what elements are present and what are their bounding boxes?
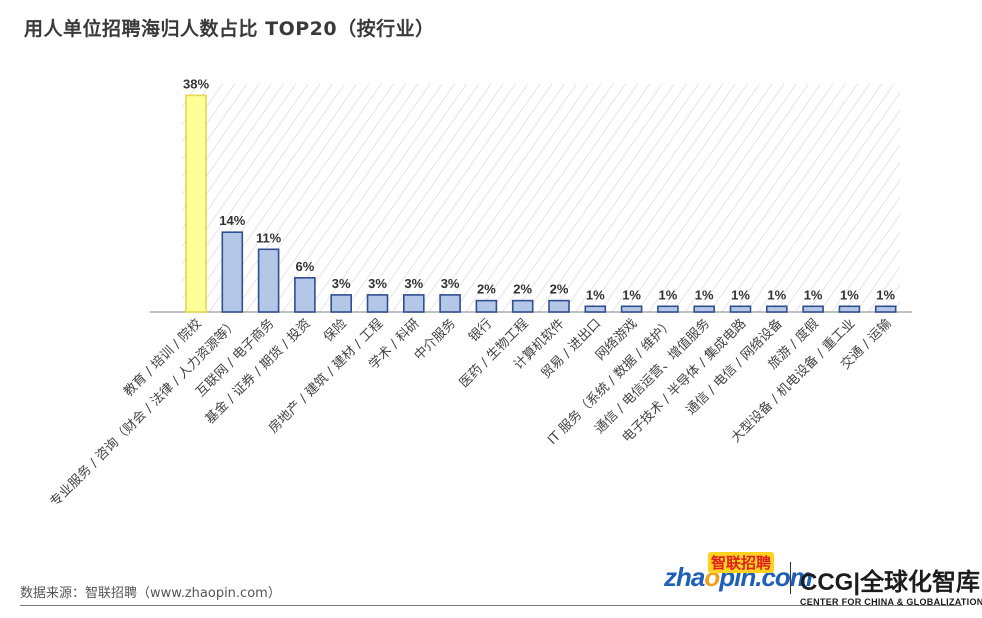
bar-2 xyxy=(221,231,244,313)
ccg-logo-name: CCG xyxy=(800,569,854,596)
bar-3 xyxy=(257,248,280,313)
zhaopin-logo: zhaopin.com 智联招聘 xyxy=(664,552,813,593)
bar-value-label-20: 1% xyxy=(876,287,895,302)
bar-value-label-1: 38% xyxy=(183,76,209,91)
bar-18 xyxy=(802,305,824,313)
bar-value-label-18: 1% xyxy=(804,287,823,302)
bar-value-label-6: 3% xyxy=(368,276,387,291)
bar-value-label-8: 3% xyxy=(441,276,460,291)
ccg-logo: CCG|全球化智库 CENTER FOR CHINA & GLOBALIZATI… xyxy=(800,569,982,607)
bar-value-label-11: 2% xyxy=(550,282,569,297)
data-source-note: 数据来源：智联招聘（www.zhaopin.com） xyxy=(20,586,281,601)
bar-value-label-9: 2% xyxy=(477,282,496,297)
bar-15 xyxy=(693,305,716,313)
bar-value-label-5: 3% xyxy=(332,276,351,291)
ccg-logo-cn: 全球化智库 xyxy=(860,569,981,596)
bar-16 xyxy=(729,305,752,313)
bar-value-label-10: 2% xyxy=(513,282,532,297)
bar-value-label-4: 6% xyxy=(296,259,315,274)
bar-11 xyxy=(548,299,570,313)
bar-value-label-12: 1% xyxy=(586,287,605,302)
footer-divider xyxy=(20,605,962,606)
bar-8 xyxy=(439,294,461,313)
category-label-5: 保险 xyxy=(321,316,350,345)
hatched-plot-area xyxy=(182,84,900,312)
bar-value-label-16: 1% xyxy=(731,287,750,302)
chart-title: 用人单位招聘海归人数占比 TOP20（按行业） xyxy=(24,18,435,40)
bar-value-label-14: 1% xyxy=(659,287,678,302)
zhaopin-logo-cn: 智联招聘 xyxy=(708,552,775,573)
category-label-9: 银行 xyxy=(466,316,495,345)
bar-value-label-15: 1% xyxy=(695,287,714,302)
bar-13 xyxy=(620,305,643,313)
bar-6 xyxy=(366,294,389,313)
bar-value-label-13: 1% xyxy=(622,287,641,302)
bar-20 xyxy=(874,305,897,313)
bar-17 xyxy=(765,305,788,313)
bar-12 xyxy=(584,305,607,313)
bar-19 xyxy=(838,305,861,313)
bar-7 xyxy=(402,294,425,313)
bar-value-label-17: 1% xyxy=(767,287,786,302)
logo-divider xyxy=(790,562,791,594)
bar-10 xyxy=(511,299,534,313)
bar-1 xyxy=(185,94,207,313)
bar-5 xyxy=(330,294,353,313)
bar-9 xyxy=(475,299,498,313)
bar-4 xyxy=(294,276,316,313)
ccg-logo-subtitle: CENTER FOR CHINA & GLOBALIZATION xyxy=(800,597,982,607)
bar-chart: 38% 14% 11% 6% 3% 3% 3% 3% 2% 2% 2% 1% 1% 1% 1% 1% 1% 1% 1… xyxy=(47,76,912,510)
bar-value-label-7: 3% xyxy=(404,276,423,291)
zhaopin-logo-prefix: zha xyxy=(664,562,705,592)
bar-14 xyxy=(657,305,679,313)
bar-value-label-19: 1% xyxy=(840,287,859,302)
bar-value-label-2: 14% xyxy=(219,213,245,228)
bar-value-label-3: 11% xyxy=(256,230,282,245)
